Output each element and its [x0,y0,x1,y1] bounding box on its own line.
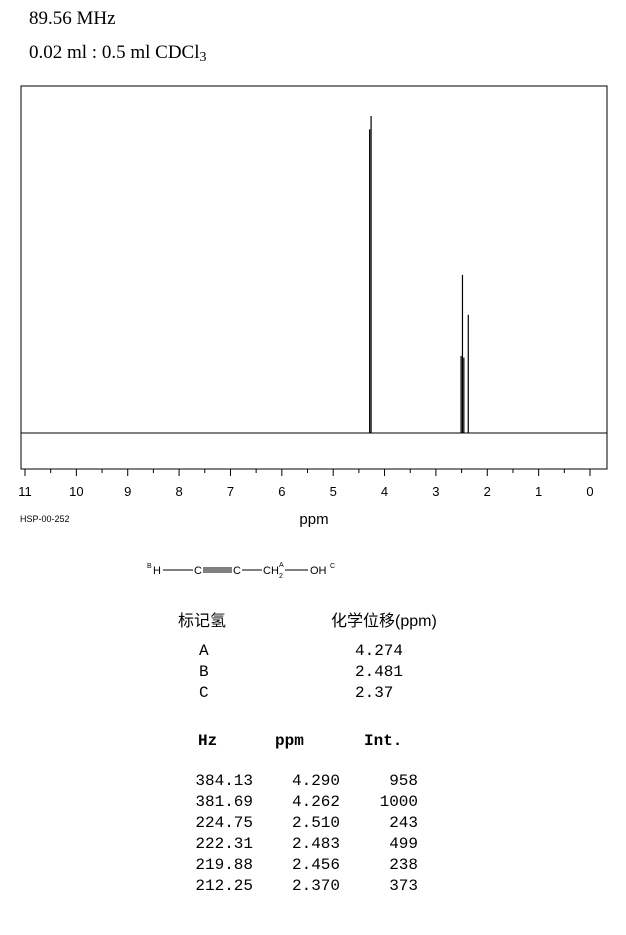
x-axis-label: ppm [299,511,328,528]
x-tick-label: 6 [278,484,285,499]
h-b-label: B [147,563,152,570]
x-tick-label: 0 [586,484,593,499]
peak-group [369,116,469,433]
x-tick-label: 5 [330,484,337,499]
assignment-label: A [199,642,209,660]
peak-hz: 212.25 [195,877,253,895]
oh-label: C [330,563,335,570]
chemical-structure: B H C C CH 2 A OH C [147,562,335,580]
assignment-shift: 4.274 [355,642,404,660]
peak-ppm: 4.290 [291,772,340,790]
x-tick-label: 4 [381,484,388,499]
solvent-subscript: 3 [199,50,207,65]
x-tick-label: 2 [484,484,491,499]
peak-ppm: 2.456 [291,856,340,874]
x-tick-label: 11 [18,484,32,499]
assignment-header-shift: 化学位移(ppm) [331,613,437,630]
assignment-label: C [199,684,209,702]
peak-ppm: 2.370 [291,877,340,895]
nmr-spectrum-chart: 11 10 9 8 7 6 5 4 3 2 1 0 ppm [18,85,608,528]
peak-header-int: Int. [364,732,403,750]
x-tick-label: 7 [227,484,234,499]
peak-int: 373 [389,877,418,895]
peak-header-ppm: ppm [275,732,304,750]
assignment-shift: 2.481 [355,663,404,681]
peak-header-hz: Hz [198,732,218,750]
x-tick-label: 10 [69,484,83,499]
x-tick-label: 9 [124,484,131,499]
peak-int: 238 [389,856,418,874]
ch2-label: A [279,562,284,569]
solvent-label: 0.02 ml : 0.5 ml CDCl3 [29,42,207,65]
peak-hz: 219.88 [195,856,253,874]
solvent-text: 0.02 ml : 0.5 ml CDCl [29,42,200,63]
peak-int: 499 [389,835,418,853]
c2-atom: C [233,565,241,577]
x-axis-tick-labels: 11 10 9 8 7 6 5 4 3 2 1 0 [18,484,593,499]
assignment-label: B [199,663,209,681]
peak-ppm: 2.510 [291,814,340,832]
peak-int: 958 [389,772,418,790]
assignment-header-label: 标记氢 [178,613,227,630]
x-axis-ticks [24,469,591,476]
x-tick-label: 8 [175,484,182,499]
assignment-shift: 2.37 [355,684,394,702]
spectrum-id: HSP-00-252 [20,514,70,524]
h-b-atom: H [153,565,161,577]
peak-ppm: 2.483 [291,835,340,853]
peak-hz: 222.31 [195,835,253,853]
peak-hz: 224.75 [195,814,253,832]
peak-int: 1000 [379,793,418,811]
x-tick-label: 1 [535,484,542,499]
ch2-atom: CH [263,565,279,577]
c1-atom: C [194,565,202,577]
oh-atom: OH [310,565,327,577]
peak-hz: 384.13 [195,772,253,790]
plot-frame [20,85,608,470]
frequency-label: 89.56 MHz [29,8,116,29]
peak-int: 243 [389,814,418,832]
peak-ppm: 4.262 [291,793,340,811]
ch2-subscript: 2 [279,573,283,580]
peak-hz: 381.69 [195,793,253,811]
x-tick-label: 3 [432,484,439,499]
